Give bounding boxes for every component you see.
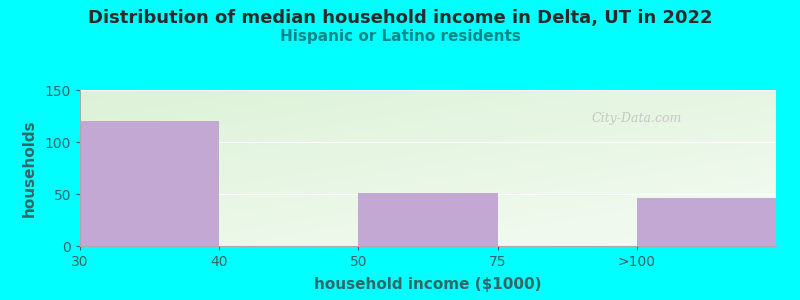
Y-axis label: households: households bbox=[22, 119, 36, 217]
Bar bbox=[80, 121, 219, 246]
Text: Hispanic or Latino residents: Hispanic or Latino residents bbox=[279, 28, 521, 44]
X-axis label: household income ($1000): household income ($1000) bbox=[314, 278, 542, 292]
Bar bbox=[358, 193, 498, 246]
Bar bbox=[637, 198, 776, 246]
Bar bbox=[637, 198, 776, 246]
Text: Distribution of median household income in Delta, UT in 2022: Distribution of median household income … bbox=[88, 9, 712, 27]
Text: City-Data.com: City-Data.com bbox=[592, 112, 682, 124]
